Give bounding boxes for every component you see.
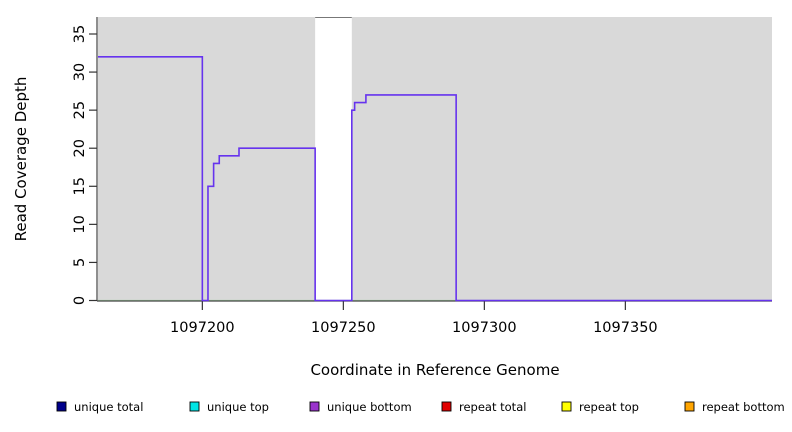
y-axis-title: Read Coverage Depth <box>12 77 30 242</box>
legend-swatch <box>684 401 695 412</box>
x-axis-ticks: 1097200 1097250 1097300 1097350 <box>170 301 658 336</box>
legend-label: unique top <box>207 400 269 414</box>
legend-label: repeat bottom <box>702 400 785 414</box>
legend-swatch <box>441 401 452 412</box>
coverage-gap-region <box>315 17 352 301</box>
x-tick-label: 1097350 <box>593 320 658 336</box>
y-tick-label: 0 <box>72 296 88 305</box>
legend-swatch <box>561 401 572 412</box>
legend-swatch <box>309 401 320 412</box>
legend-label: unique total <box>74 400 143 414</box>
y-tick-label: 10 <box>72 215 88 233</box>
x-tick-label: 1097250 <box>311 320 376 336</box>
coverage-series-group <box>98 56 772 302</box>
coverage-gap-regions <box>315 17 352 301</box>
chart-legend: unique total unique top unique bottom repea… <box>56 400 785 414</box>
y-tick-label: 20 <box>72 139 88 157</box>
y-axis-ticks: 0 5 10 15 20 25 30 35 <box>72 25 97 305</box>
y-tick-label: 30 <box>72 63 88 81</box>
x-axis-title: Coordinate in Reference Genome <box>310 361 559 379</box>
legend-swatch <box>189 401 200 412</box>
legend-label: unique bottom <box>327 400 412 414</box>
coverage-series-line <box>98 56 772 302</box>
x-tick-label: 1097200 <box>170 320 235 336</box>
y-tick-label: 5 <box>72 258 88 267</box>
legend-swatch <box>56 401 67 412</box>
y-tick-label: 15 <box>72 177 88 195</box>
y-tick-label: 25 <box>72 101 88 119</box>
x-tick-label: 1097300 <box>452 320 517 336</box>
legend-label: repeat total <box>459 400 526 414</box>
plot-panel-background <box>98 17 772 301</box>
y-tick-label: 35 <box>72 25 88 43</box>
legend-label: repeat top <box>579 400 639 414</box>
